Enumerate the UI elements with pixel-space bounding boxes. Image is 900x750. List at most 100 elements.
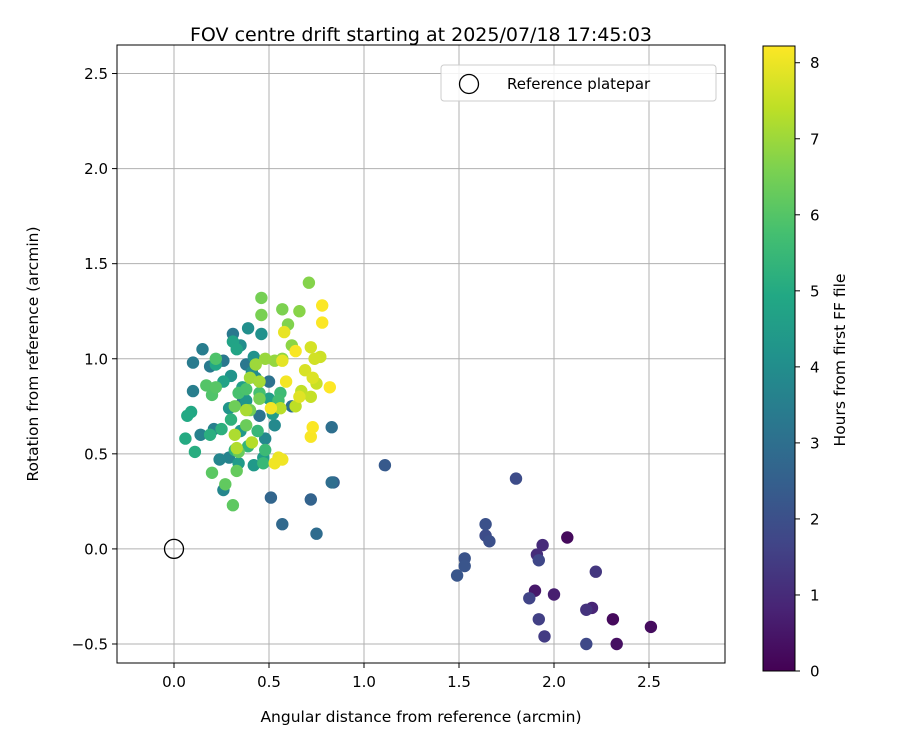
data-point-108 (259, 352, 272, 365)
data-point-135 (304, 430, 317, 443)
data-point-52 (241, 322, 255, 335)
data-point-43 (194, 428, 207, 441)
colorbar-tick-label: 0 (810, 663, 820, 681)
data-point-103 (302, 276, 316, 289)
data-point-3 (610, 637, 623, 651)
reference-marker-group (163, 538, 185, 560)
data-point-29 (325, 476, 338, 489)
data-point-86 (209, 352, 222, 365)
data-point-111 (253, 375, 266, 388)
colorbar-gradient (762, 45, 796, 672)
data-point-57 (240, 394, 253, 407)
colorbar-label: Hours from first FF file (831, 274, 849, 447)
data-point-139 (323, 381, 336, 394)
data-point-132 (264, 402, 278, 415)
data-point-96 (228, 400, 241, 413)
data-point-23 (378, 459, 392, 472)
y-axis-ticks: −0.5 0.0 0.5 1.0 1.5 2.0 2.5 (72, 65, 117, 653)
data-point-40 (196, 343, 209, 356)
colorbar-tick-label: 8 (810, 54, 820, 72)
data-point-25 (304, 493, 317, 506)
data-point-15 (580, 637, 593, 651)
data-point-80 (259, 443, 272, 457)
x-tick-label: 1.0 (352, 673, 376, 691)
data-point-7 (536, 538, 549, 552)
colorbar: 0 1 2 3 4 5 6 7 8 Hours from first FF file (762, 45, 849, 681)
data-point-124 (298, 364, 312, 377)
x-tick-label: 0.5 (257, 673, 281, 691)
data-point-75 (224, 413, 238, 426)
data-points (179, 276, 658, 651)
y-tick-label: 0.0 (84, 540, 108, 558)
x-axis-ticks: 0.0 0.5 1.0 1.5 2.0 2.5 (162, 663, 661, 691)
colorbar-tick-label: 7 (810, 130, 820, 148)
x-tick-label: 2.5 (637, 673, 661, 691)
colorbar-tick-label: 6 (810, 206, 820, 224)
plot-frame (116, 44, 726, 664)
data-point-18 (483, 535, 496, 548)
data-point-67 (230, 343, 243, 356)
data-point-133 (279, 375, 293, 388)
data-point-2 (644, 620, 658, 634)
data-point-72 (188, 445, 202, 459)
y-tick-label: 2.0 (84, 160, 108, 178)
x-axis-label: Angular distance from reference (arcmin) (260, 708, 581, 726)
data-point-47 (259, 432, 272, 445)
colorbar-ticks: 0 1 2 3 4 5 6 7 8 (795, 54, 820, 681)
data-point-45 (213, 453, 226, 466)
data-point-92 (219, 478, 232, 491)
data-point-85 (240, 383, 253, 396)
data-point-74 (215, 422, 228, 436)
data-point-88 (200, 379, 213, 392)
data-point-48 (268, 419, 281, 432)
data-point-21 (458, 559, 471, 573)
data-point-131 (268, 457, 281, 470)
data-point-39 (186, 356, 200, 369)
x-tick-label: 1.5 (447, 673, 471, 691)
data-point-10 (589, 565, 602, 578)
grid (117, 45, 725, 663)
legend-marker (458, 73, 480, 95)
data-point-91 (226, 499, 240, 512)
data-point-30 (325, 421, 338, 434)
data-point-109 (249, 358, 262, 371)
data-point-27 (276, 518, 289, 531)
colorbar-tick-label: 3 (810, 434, 820, 452)
data-point-71 (179, 432, 192, 445)
data-point-98 (253, 392, 266, 405)
y-tick-label: 0.5 (84, 445, 108, 463)
data-point-101 (276, 303, 289, 316)
data-point-13 (523, 592, 536, 605)
y-tick-label: 2.5 (84, 65, 108, 83)
colorbar-tick-label: 4 (810, 358, 820, 376)
data-point-90 (205, 466, 219, 479)
data-point-125 (306, 371, 319, 384)
legend-box (440, 64, 717, 102)
data-point-93 (230, 464, 243, 478)
data-point-16 (509, 472, 523, 485)
data-point-113 (228, 428, 241, 441)
data-point-122 (308, 352, 321, 365)
colorbar-tick-label: 1 (810, 586, 820, 604)
data-point-104 (293, 305, 306, 318)
data-point-126 (293, 390, 306, 403)
data-point-127 (276, 354, 289, 367)
data-point-95 (240, 419, 253, 432)
colorbar-tick-label: 5 (810, 282, 820, 300)
data-point-128 (278, 325, 291, 339)
data-point-73 (203, 428, 217, 441)
data-point-70 (181, 409, 194, 422)
data-point-117 (289, 400, 302, 413)
reference-platepar-marker (163, 538, 185, 560)
data-point-123 (304, 341, 317, 354)
y-tick-label: −0.5 (72, 635, 108, 653)
data-point-32 (262, 375, 276, 388)
data-point-79 (257, 457, 270, 470)
y-tick-label: 1.0 (84, 350, 108, 368)
data-point-5 (547, 588, 561, 601)
data-point-110 (243, 371, 257, 384)
data-point-33 (253, 409, 266, 422)
chart-title: FOV centre drift starting at 2025/07/18 … (190, 24, 652, 46)
y-tick-label: 1.5 (84, 255, 108, 273)
